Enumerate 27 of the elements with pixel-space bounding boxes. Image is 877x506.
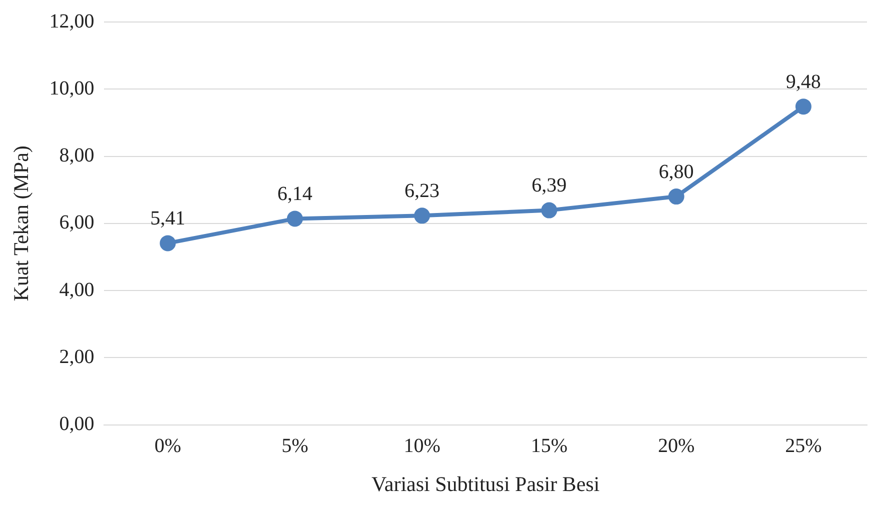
data-label: 6,39: [532, 174, 567, 197]
data-label: 9,48: [786, 70, 821, 93]
data-label: 6,23: [404, 180, 440, 202]
x-tick-label: 0%: [154, 435, 182, 458]
x-axis-title: Variasi Subtitusi Pasir Besi: [372, 472, 600, 496]
point: [795, 98, 812, 115]
y-tick-label: 0,00: [59, 413, 94, 436]
y-tick-label: 4,00: [59, 278, 94, 301]
y-tick-label: 12,00: [49, 10, 94, 32]
x-tick-label: 15%: [530, 435, 568, 458]
x-tick-label: 25%: [785, 435, 822, 458]
point: [668, 188, 684, 205]
y-tick-label: 10,00: [49, 77, 94, 100]
x-tick-label: 10%: [404, 435, 440, 458]
y-tick-label: 6,00: [59, 212, 94, 234]
data-label: 6,14: [277, 182, 312, 205]
y-tick-label: 8,00: [59, 144, 94, 167]
point: [160, 235, 176, 252]
data-label: 5,41: [150, 207, 186, 230]
x-tick-label: 5%: [282, 435, 308, 458]
y-tick-label: 2,00: [59, 346, 94, 368]
point: [414, 208, 430, 224]
point: [286, 210, 303, 227]
data-label: 6,80: [658, 160, 694, 183]
y-axis-title: Kuat Tekan (MPa): [9, 146, 34, 302]
point: [541, 202, 558, 218]
x-tick-label: 20%: [658, 435, 695, 458]
